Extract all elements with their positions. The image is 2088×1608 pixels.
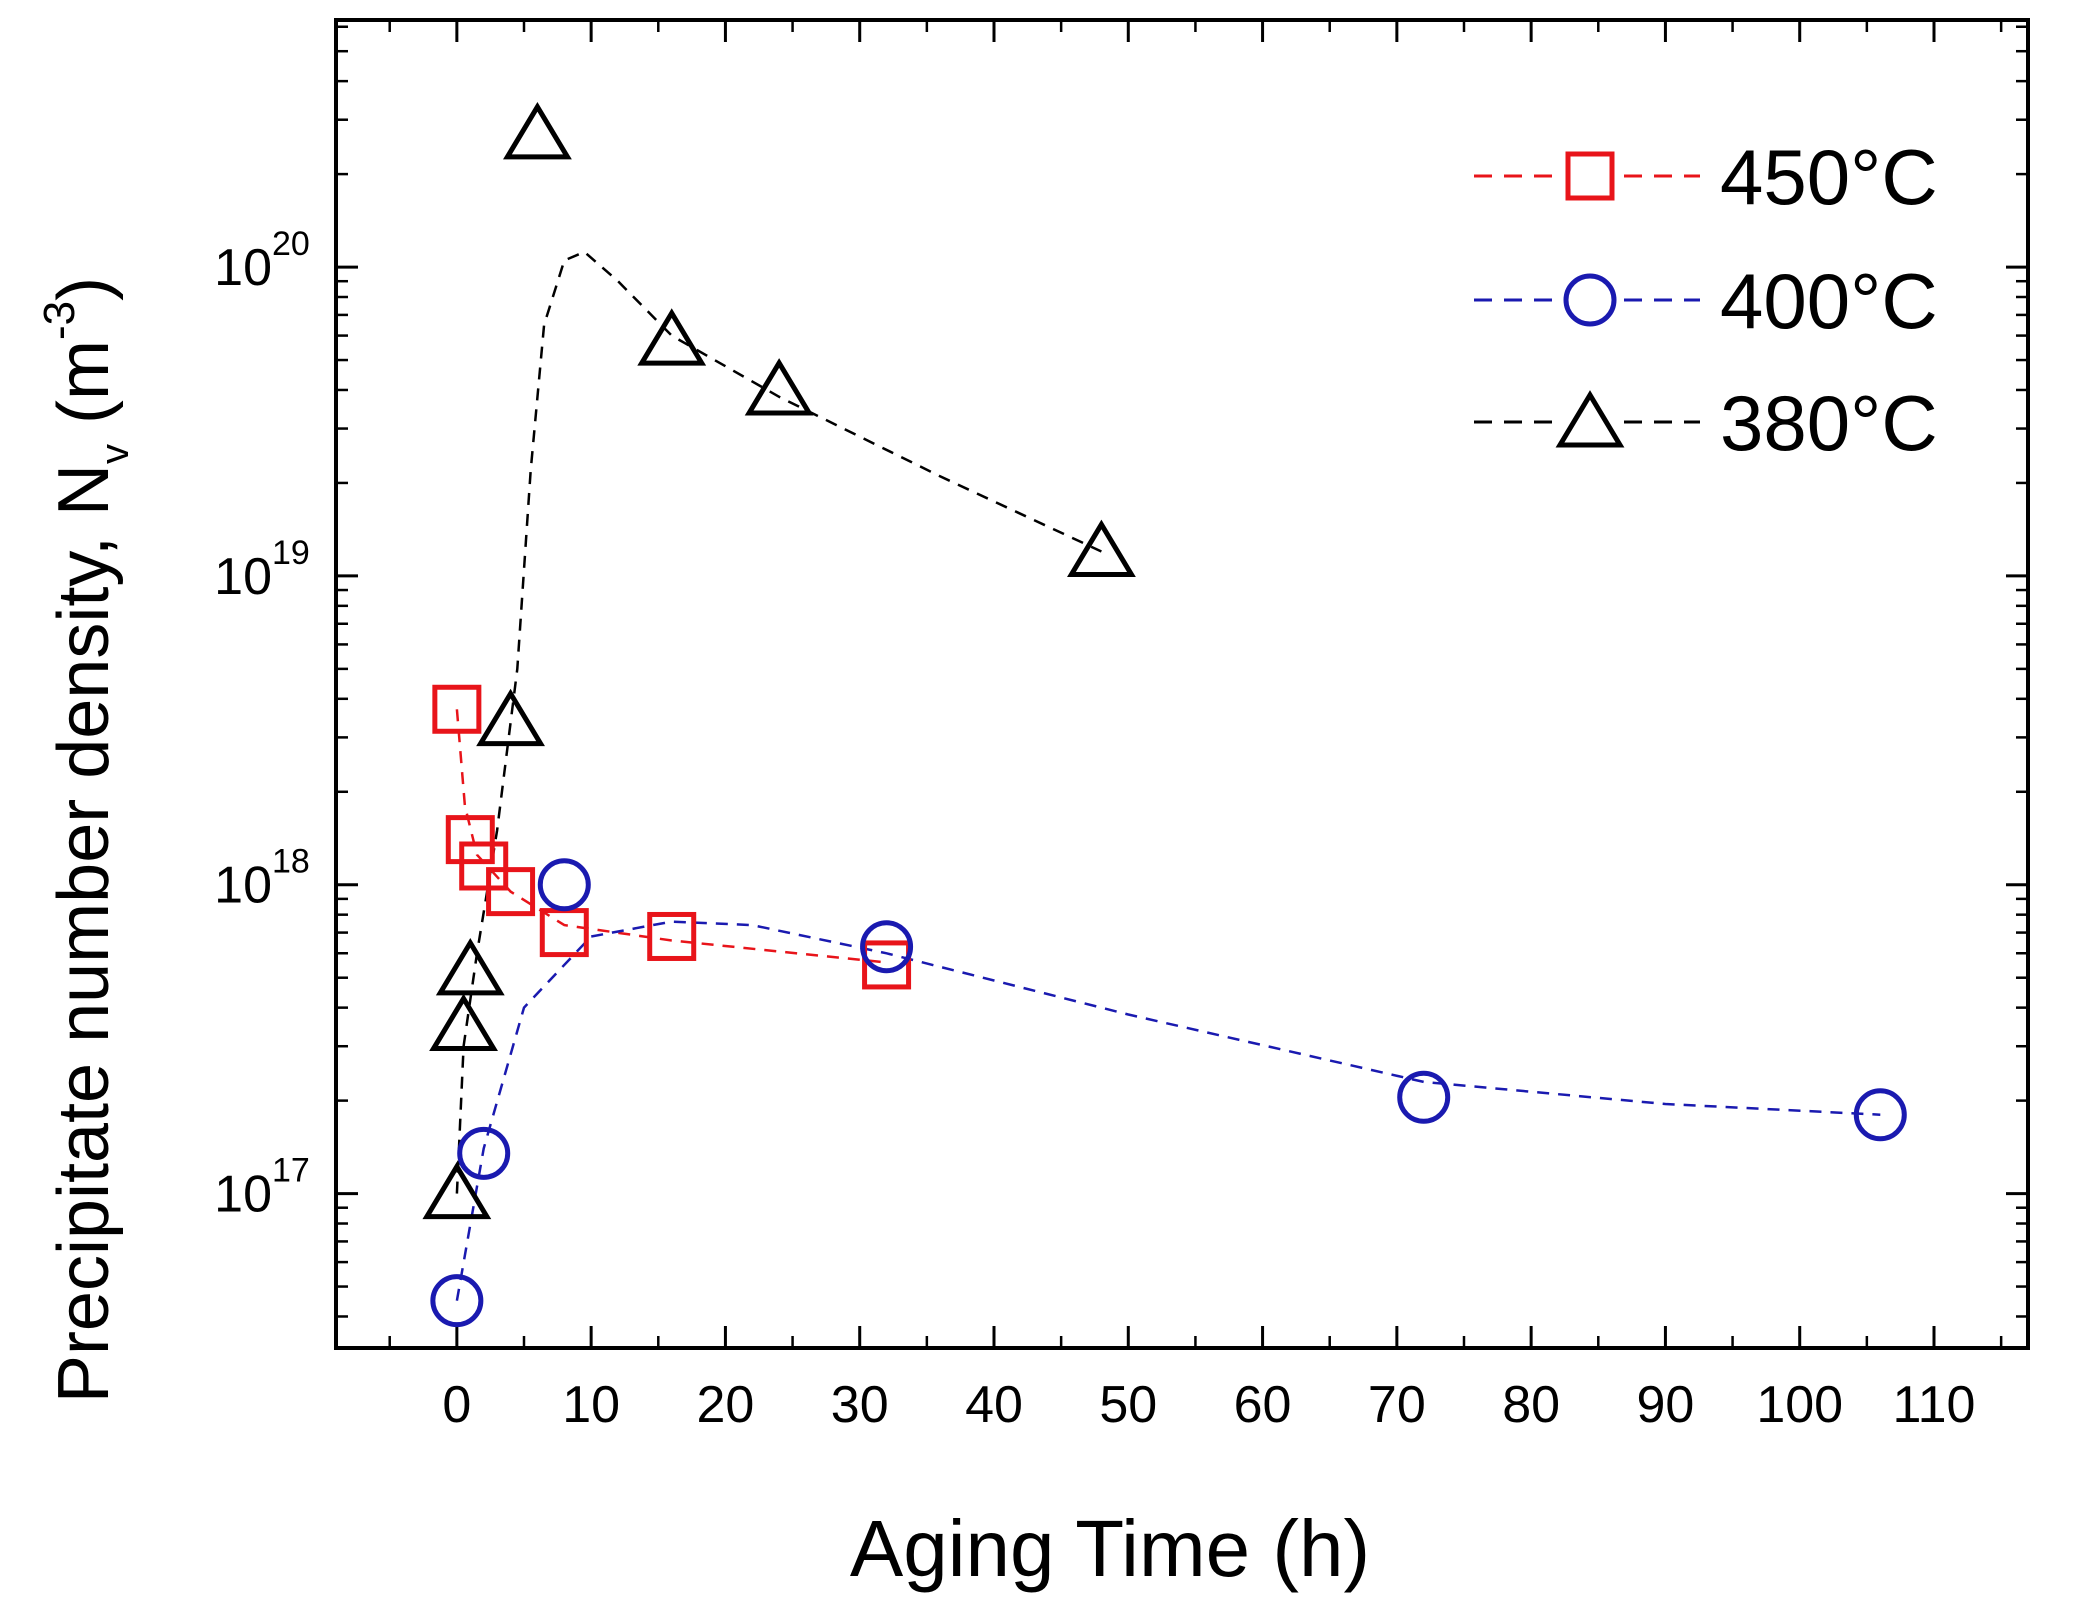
x-tick-label: 110 — [1893, 1376, 1976, 1434]
legend-label: 450°C — [1720, 133, 1938, 221]
x-tick-label: 20 — [697, 1376, 755, 1434]
x-tick-label: 100 — [1756, 1376, 1843, 1434]
y-tick-exponent: 19 — [272, 534, 310, 572]
plot-frame — [334, 18, 2030, 1350]
trend-line-circle — [455, 920, 1881, 1301]
x-axis-title: Aging Time (h) — [850, 1504, 1370, 1593]
y-axis-title-unit-open: (m — [44, 340, 124, 424]
data-point-square — [862, 940, 912, 990]
data-point-triangle — [503, 101, 572, 160]
y-tick-exponent: 17 — [272, 1152, 310, 1190]
x-tick-label: 50 — [1099, 1376, 1157, 1434]
x-tick-label: 70 — [1368, 1376, 1426, 1434]
y-axis-title-unit-close: ) — [44, 277, 124, 301]
y-axis-title-unit-sup: -3 — [35, 301, 84, 340]
plot-layer — [334, 18, 2030, 1350]
y-tick-base: 10 — [214, 548, 272, 606]
x-tick-label: 60 — [1234, 1376, 1292, 1434]
y-tick-base: 10 — [214, 857, 272, 915]
legend-label: 380°C — [1720, 379, 1938, 467]
trend-line-square — [455, 709, 887, 964]
x-tick-label: 0 — [442, 1376, 471, 1434]
data-point-circle — [1397, 1070, 1451, 1124]
x-tick-label: 10 — [562, 1376, 620, 1434]
y-axis-title: Precipitate number density, Nv (m-3) — [35, 277, 137, 1403]
data-point-circle — [1853, 1088, 1907, 1142]
y-tick-label: 1018 — [214, 843, 310, 915]
y-axis-title-spacer — [44, 424, 124, 444]
data-point-square — [486, 867, 536, 917]
data-point-square — [459, 841, 509, 891]
data-point-square — [647, 911, 697, 961]
data-point-triangle — [637, 308, 707, 366]
data-point-circle — [457, 1126, 511, 1180]
marker-layer — [422, 101, 1907, 1328]
y-tick-label: 1017 — [214, 1152, 310, 1224]
y-tick-base: 10 — [214, 239, 272, 297]
legend-marker-square — [1565, 151, 1615, 201]
y-tick-exponent: 18 — [272, 843, 310, 881]
y-axis-title-subscript: v — [93, 444, 137, 464]
legend: 450°C 400°C 380°C — [1474, 133, 1938, 467]
y-tick-exponent: 20 — [272, 225, 310, 263]
legend-marker-circle — [1563, 273, 1617, 327]
x-tick-label: 40 — [965, 1376, 1023, 1434]
x-tick-label: 80 — [1502, 1376, 1560, 1434]
data-point-square — [432, 684, 482, 734]
trend-line-triangle — [455, 250, 1102, 1194]
y-tick-base: 10 — [214, 1166, 272, 1224]
data-point-triangle — [1067, 519, 1136, 577]
y-tick-label: 1020 — [214, 225, 310, 297]
data-point-triangle — [744, 358, 814, 416]
data-point-circle — [537, 858, 591, 912]
data-point-triangle — [429, 993, 498, 1052]
y-tick-label: 1019 — [214, 534, 310, 606]
data-point-triangle — [422, 1161, 492, 1220]
data-point-triangle — [476, 688, 545, 747]
x-tick-label: 30 — [831, 1376, 889, 1434]
data-point-triangle — [435, 938, 505, 996]
data-point-circle — [860, 920, 914, 974]
data-point-circle — [430, 1274, 484, 1328]
x-tick-label: 90 — [1637, 1376, 1695, 1434]
trend-layer — [455, 250, 1881, 1301]
y-axis-title-main: Precipitate number density, N — [44, 464, 124, 1403]
legend-marker-triangle — [1555, 390, 1625, 448]
legend-label: 400°C — [1720, 257, 1938, 345]
data-point-square — [445, 815, 495, 865]
ticks-layer: 0 10 20 30 40 50 60 70 80 90 100 110101710181019102… — [214, 20, 2028, 1434]
